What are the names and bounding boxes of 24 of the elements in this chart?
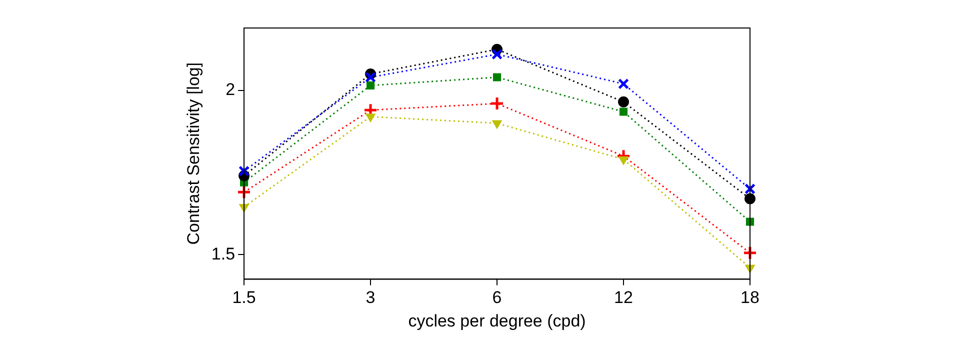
point bbox=[742, 246, 758, 260]
point bbox=[366, 81, 375, 90]
point bbox=[236, 184, 252, 200]
point bbox=[492, 48, 503, 60]
x-tick-label: 1.5 bbox=[232, 288, 256, 308]
x-tick-label: 18 bbox=[740, 288, 760, 308]
y-axis-title: Contrast Sensitivity [log] bbox=[184, 62, 203, 245]
point bbox=[366, 114, 376, 122]
point bbox=[238, 166, 250, 177]
point bbox=[618, 78, 629, 90]
point bbox=[492, 120, 502, 129]
point bbox=[618, 96, 630, 108]
point bbox=[619, 108, 628, 116]
point bbox=[492, 73, 502, 82]
x-tick-label: 3 bbox=[366, 288, 376, 308]
point bbox=[365, 72, 376, 83]
point bbox=[490, 96, 504, 111]
point bbox=[618, 156, 628, 165]
x-tick-label: 12 bbox=[614, 288, 633, 308]
point bbox=[744, 183, 756, 194]
point bbox=[746, 218, 754, 226]
x-tick-label: 6 bbox=[492, 288, 502, 308]
y-tick-label: 2 bbox=[226, 80, 236, 100]
x-axis-title: cycles per degree (cpd) bbox=[408, 311, 586, 330]
